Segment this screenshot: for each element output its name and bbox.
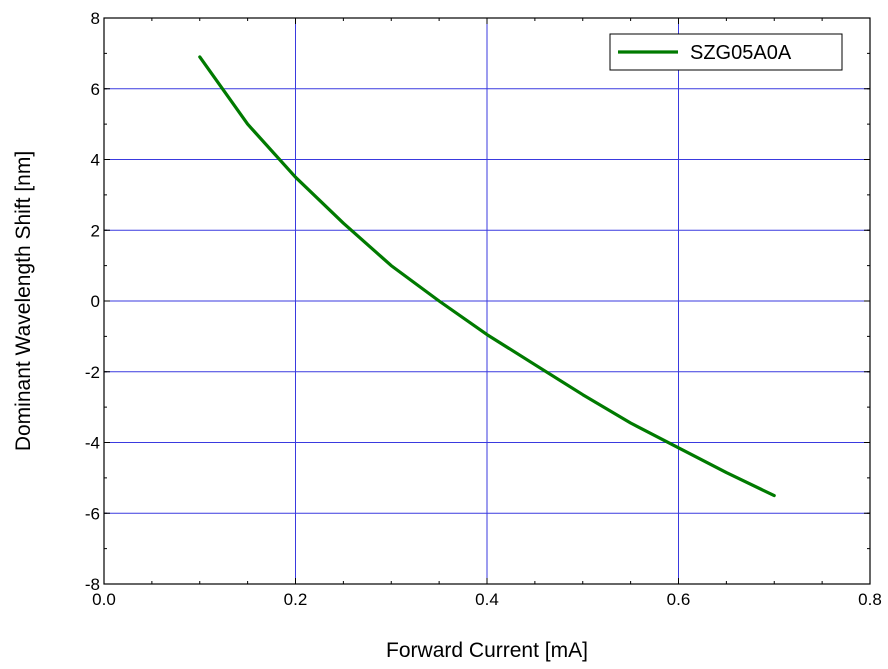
y-tick-label: 4 [91, 151, 100, 170]
x-axis-title: Forward Current [mA] [386, 639, 588, 662]
x-tick-label: 0.0 [92, 590, 116, 609]
y-tick-label: 0 [91, 292, 100, 311]
y-axis-title: Dominant Wavelength Shift [nm] [12, 151, 35, 451]
series-layer [198, 55, 776, 498]
y-tick-label: -4 [85, 434, 100, 453]
y-tick-label: 8 [91, 9, 100, 28]
legend-label: SZG05A0A [690, 42, 792, 64]
y-tick-label: -2 [85, 363, 100, 382]
x-tick-label: 0.2 [284, 590, 308, 609]
x-tick-label: 0.6 [667, 590, 691, 609]
y-tick-label: 6 [91, 80, 100, 99]
x-tick-label: 0.8 [858, 590, 882, 609]
series-line [198, 55, 776, 498]
x-tick-label: 0.4 [475, 590, 499, 609]
y-tick-label: -8 [85, 575, 100, 594]
axis-ticks: 0.0 0.2 0.4 0.6 0.8 8 6 4 2 0 -2 -4 -6 -8 [85, 9, 882, 609]
y-tick-label: 2 [91, 221, 100, 240]
y-tick-label: -6 [85, 504, 100, 523]
legend: SZG05A0A [609, 33, 843, 71]
grid-lines [104, 18, 870, 584]
